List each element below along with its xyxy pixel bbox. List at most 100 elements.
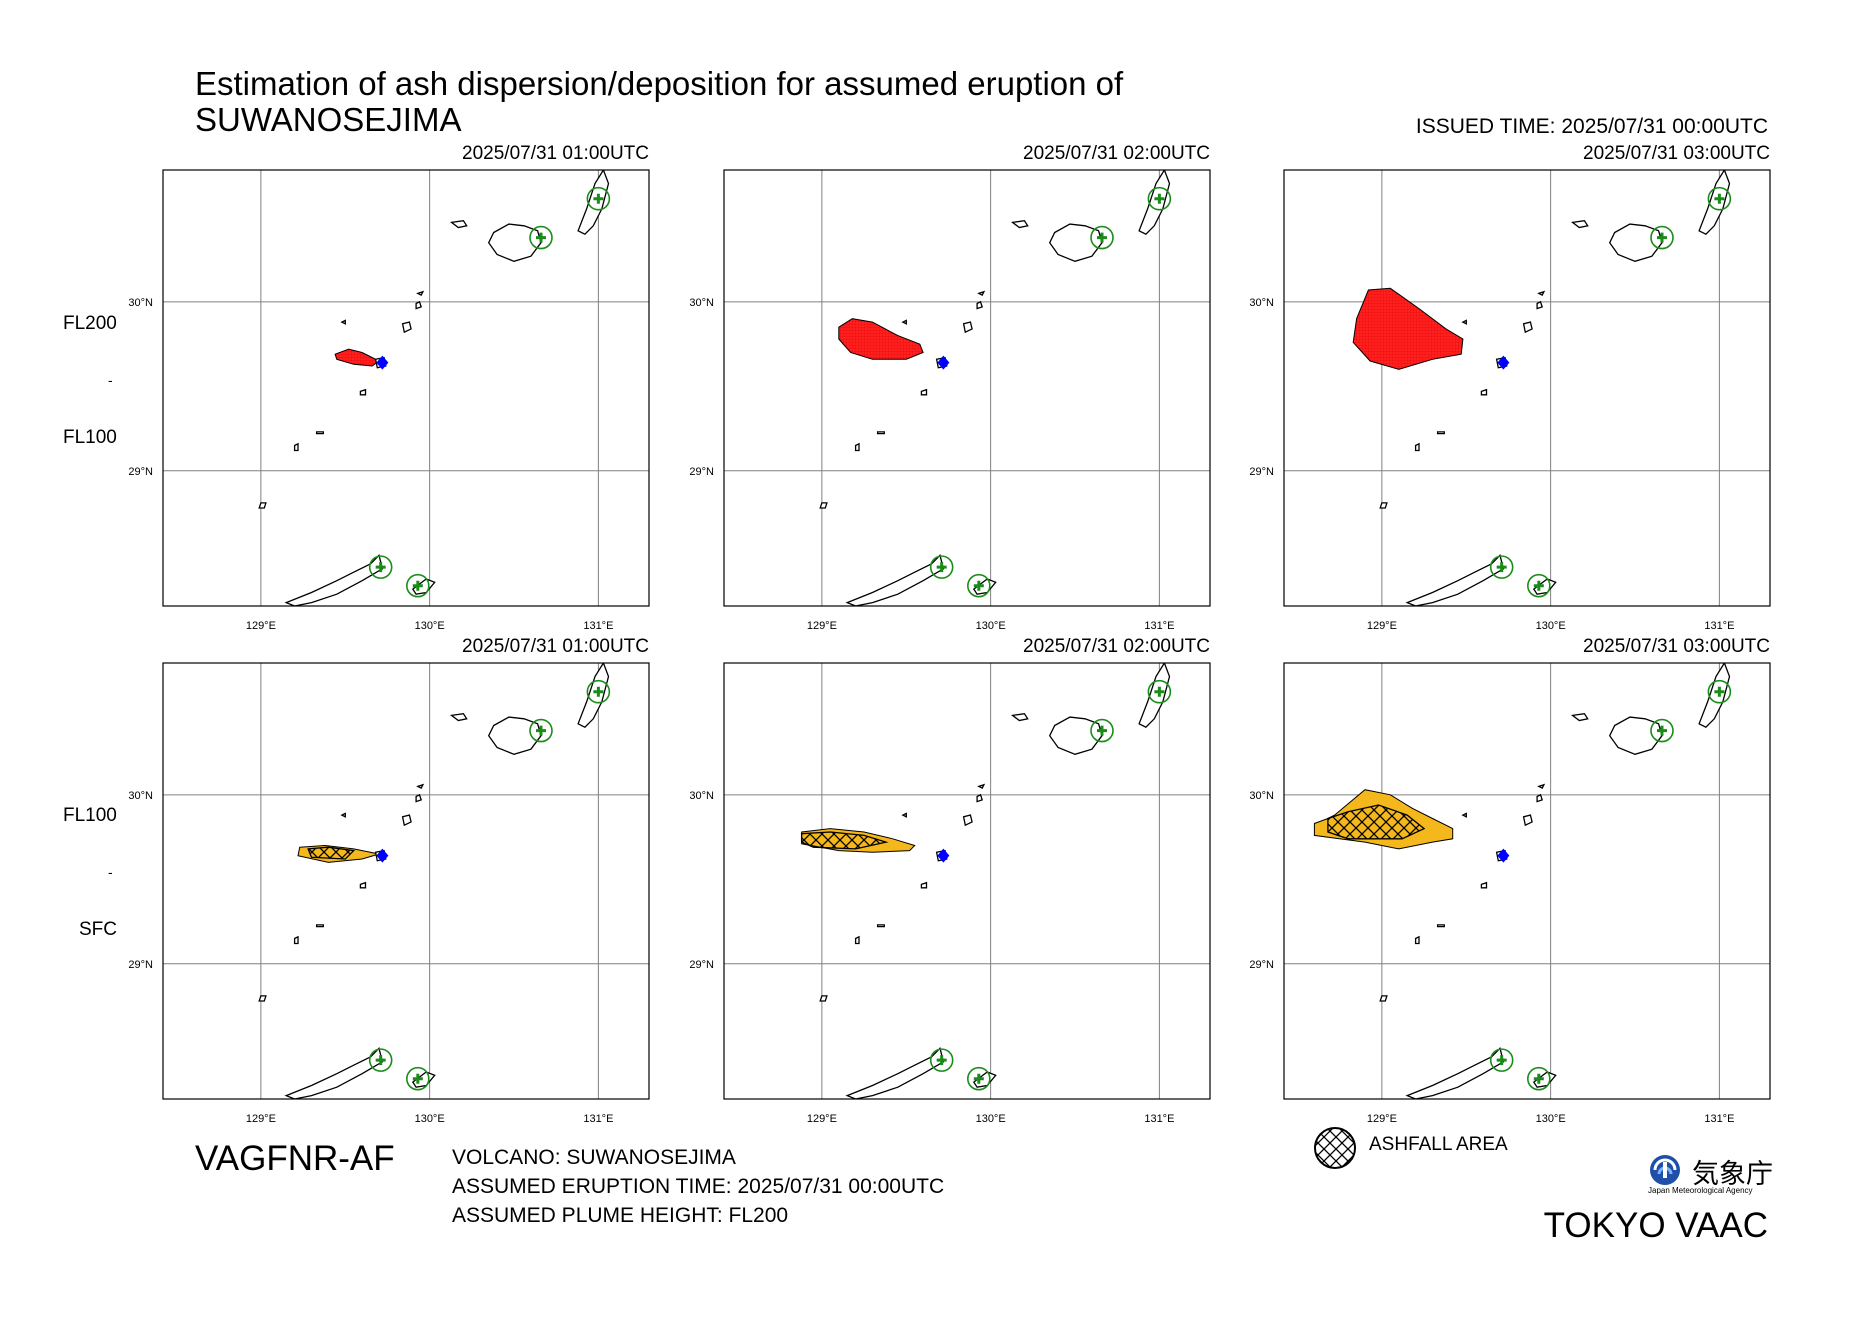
- airport-marker: [586, 186, 611, 211]
- island-outline: [854, 442, 860, 452]
- island-outline: [409, 653, 412, 656]
- lon-tick-label: 129°E: [1367, 1113, 1397, 1125]
- island-outline: [416, 783, 425, 789]
- airport-symbol-icon: [1154, 193, 1165, 204]
- island-outline: [359, 388, 367, 396]
- ashfall-legend-icon: [1314, 1127, 1356, 1169]
- island-outline: [901, 319, 907, 325]
- lat-tick-label: 29°N: [128, 466, 153, 478]
- airport-symbol-icon: [1097, 232, 1107, 243]
- island-outline: [415, 300, 423, 310]
- map-frame: [1283, 169, 1771, 607]
- island-outline: [1436, 431, 1445, 435]
- lon-tick-label: 131°E: [1144, 1113, 1174, 1125]
- island-outline: [1537, 290, 1546, 296]
- island-outline: [976, 793, 984, 803]
- panel-1-time: 2025/07/31 01:00UTC: [462, 143, 649, 164]
- map-panel-6: 129°E 130°E 131°E 30°N 29°N: [1249, 662, 1771, 1125]
- airport-marker: [1650, 225, 1674, 250]
- airport-marker: [586, 679, 611, 704]
- lon-tick-label: 131°E: [1144, 620, 1174, 632]
- ashfall-hatched-area: [1327, 804, 1426, 840]
- island-outline: [359, 881, 367, 889]
- island-outline: [1461, 319, 1467, 325]
- row2-lower-level: SFC: [79, 919, 117, 940]
- airport-marker: [1090, 718, 1114, 743]
- airport-marker: [1650, 718, 1674, 743]
- lon-tick-label: 130°E: [415, 620, 445, 632]
- island-outline: [1570, 712, 1589, 722]
- island-outline: [1138, 663, 1171, 728]
- lat-tick-label: 30°N: [689, 790, 714, 802]
- island-outline: [1522, 814, 1533, 827]
- airport-symbol-icon: [973, 580, 984, 591]
- island-outline: [977, 783, 986, 789]
- ash-cloud-area: [838, 318, 924, 360]
- airport-marker: [929, 1048, 954, 1072]
- lon-tick-label: 130°E: [415, 1113, 445, 1125]
- airport-symbol-icon: [1533, 580, 1544, 591]
- island-outline: [876, 431, 885, 435]
- island-outline: [401, 814, 412, 827]
- island-outline: [577, 170, 610, 235]
- airport-symbol-icon: [536, 232, 546, 243]
- island-outline: [487, 716, 542, 755]
- map-frame: [723, 169, 1211, 607]
- lon-tick-label: 131°E: [1704, 620, 1734, 632]
- island-outline: [1405, 554, 1505, 606]
- island-outline: [293, 442, 299, 452]
- airport-marker: [529, 718, 553, 743]
- eruption-time: ASSUMED ERUPTION TIME: 2025/07/31 00:00U…: [452, 1175, 945, 1198]
- panel-6-time: 2025/07/31 03:00UTC: [1583, 636, 1770, 657]
- island-outline: [284, 1047, 384, 1099]
- lon-tick-label: 130°E: [976, 620, 1006, 632]
- volcano-marker: [1497, 848, 1510, 863]
- airport-symbol-icon: [1657, 725, 1667, 736]
- island-outline: [577, 663, 610, 728]
- airport-symbol-icon: [593, 193, 604, 204]
- panel-2-time: 2025/07/31 02:00UTC: [1023, 143, 1210, 164]
- airport-marker: [1090, 225, 1114, 250]
- island-outline: [976, 300, 984, 310]
- island-outline: [845, 554, 945, 606]
- lat-tick-label: 30°N: [1249, 790, 1274, 802]
- island-outline: [920, 881, 928, 889]
- row1-lower-level: FL100: [63, 427, 117, 448]
- island-outline: [1537, 783, 1546, 789]
- vaac-name: TOKYO VAAC: [1543, 1206, 1768, 1245]
- lon-tick-label: 129°E: [807, 1113, 837, 1125]
- lon-tick-label: 131°E: [583, 620, 613, 632]
- island-outline: [1536, 793, 1544, 803]
- volcano-marker: [376, 848, 389, 863]
- island-outline: [876, 924, 885, 928]
- island-outline: [854, 935, 860, 945]
- island-outline: [962, 321, 973, 334]
- island-outline: [258, 995, 267, 1002]
- island-outline: [1536, 300, 1544, 310]
- island-outline: [1608, 223, 1663, 262]
- volcano-marker: [1497, 355, 1510, 370]
- lon-tick-label: 131°E: [1704, 1113, 1734, 1125]
- jma-name-ja: 気象庁: [1692, 1159, 1773, 1189]
- map-panel-5: 129°E 130°E 131°E 30°N 29°N: [689, 662, 1211, 1125]
- lat-tick-label: 29°N: [689, 959, 714, 971]
- island-outline: [449, 712, 468, 722]
- jma-name-en: Japan Meteorological Agency: [1648, 1186, 1753, 1195]
- airport-marker: [406, 1066, 430, 1091]
- airport-symbol-icon: [375, 1055, 386, 1066]
- airport-marker: [368, 1048, 393, 1072]
- lon-tick-label: 130°E: [1536, 1113, 1566, 1125]
- issued-time: ISSUED TIME: 2025/07/31 00:00UTC: [1415, 115, 1768, 138]
- island-outline: [409, 160, 412, 163]
- island-outline: [970, 160, 973, 163]
- island-outline: [1530, 160, 1533, 163]
- title-line-2: SUWANOSEJIMA: [195, 101, 462, 138]
- island-outline: [487, 223, 542, 262]
- airport-symbol-icon: [1496, 1055, 1507, 1066]
- island-outline: [1698, 663, 1731, 728]
- island-outline: [901, 812, 907, 818]
- airport-marker: [368, 555, 393, 579]
- lon-tick-label: 129°E: [246, 620, 276, 632]
- airport-marker: [967, 1066, 991, 1091]
- ashfall-hatched-area: [307, 846, 356, 860]
